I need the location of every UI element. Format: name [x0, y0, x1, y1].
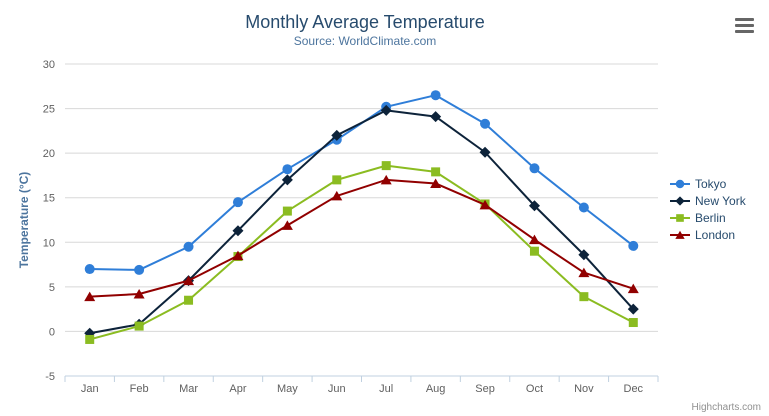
london-point[interactable]	[627, 283, 639, 294]
chart-title: Monthly Average Temperature	[245, 12, 485, 32]
tokyo-point[interactable]	[134, 264, 145, 275]
london-point[interactable]	[232, 250, 244, 261]
tokyo-point[interactable]	[480, 118, 491, 129]
x-axis-label: Jan	[81, 383, 99, 395]
y-axis-label: 15	[43, 193, 55, 205]
y-axis-label: 5	[49, 282, 55, 294]
london-point[interactable]	[479, 199, 491, 210]
london-point[interactable]	[183, 275, 195, 286]
new-york-point[interactable]	[232, 225, 244, 237]
x-axis-label: Oct	[526, 383, 543, 395]
tokyo-point[interactable]	[183, 241, 194, 252]
berlin-point[interactable]	[529, 246, 539, 256]
x-axis-label: Nov	[574, 383, 594, 395]
tokyo-point[interactable]	[529, 163, 540, 174]
berlin-point[interactable]	[628, 318, 638, 328]
y-axis-label: 20	[43, 148, 55, 160]
berlin-point[interactable]	[332, 175, 342, 185]
diamond-icon	[675, 195, 685, 206]
tokyo-point[interactable]	[232, 197, 243, 208]
hamburger-icon	[735, 24, 754, 27]
new-york-legend-symbol	[670, 195, 690, 206]
y-axis-label: 10	[43, 237, 55, 249]
x-axis-label: Aug	[426, 383, 446, 395]
berlin-point[interactable]	[85, 334, 95, 344]
hamburger-icon	[735, 18, 754, 21]
new-york-point[interactable]	[528, 200, 540, 212]
legend: Tokyo New York Berlin London	[670, 175, 746, 243]
new-york-point[interactable]	[627, 303, 639, 315]
new-york-point[interactable]	[479, 146, 491, 158]
hamburger-icon	[735, 30, 754, 33]
square-icon	[676, 213, 684, 222]
x-axis-label: Sep	[475, 383, 495, 395]
x-axis-label: Mar	[179, 383, 198, 395]
legend-label: Tokyo	[695, 176, 727, 191]
london-point[interactable]	[430, 178, 442, 188]
london-point[interactable]	[133, 288, 145, 299]
legend-label: New York	[695, 193, 746, 208]
legend-label: London	[695, 227, 736, 242]
legend-label: Berlin	[695, 210, 726, 225]
new-york-point[interactable]	[281, 174, 293, 186]
tokyo-point[interactable]	[282, 164, 293, 175]
london-point[interactable]	[528, 234, 540, 245]
legend-item-london[interactable]: London	[670, 226, 746, 243]
x-axis-label: May	[277, 383, 298, 395]
x-axis-label: Jul	[379, 383, 393, 395]
x-axis-label: Dec	[624, 383, 644, 395]
london-point[interactable]	[578, 267, 590, 278]
legend-item-berlin[interactable]: Berlin	[670, 209, 746, 226]
london-point[interactable]	[331, 190, 343, 201]
credits-link[interactable]: Highcharts.com	[691, 402, 761, 413]
berlin-point[interactable]	[431, 167, 441, 177]
y-axis-label: 25	[43, 104, 55, 116]
tokyo-point[interactable]	[628, 240, 639, 251]
y-axis-label: 0	[49, 326, 55, 338]
berlin-point[interactable]	[381, 161, 391, 171]
new-york-line	[88, 109, 635, 335]
legend-item-new-york[interactable]: New York	[670, 192, 746, 209]
x-axis-label: Jun	[328, 383, 346, 395]
new-york-point[interactable]	[380, 104, 392, 116]
legend-item-tokyo[interactable]: Tokyo	[670, 175, 746, 192]
london-point[interactable]	[380, 174, 392, 185]
y-axis-label: -5	[45, 371, 55, 383]
tokyo-point[interactable]	[578, 202, 589, 213]
london-point[interactable]	[281, 220, 293, 230]
tokyo-legend-symbol	[670, 179, 690, 188]
berlin-point[interactable]	[282, 206, 292, 216]
export-menu-button[interactable]	[735, 18, 754, 33]
london-line	[88, 178, 635, 298]
tokyo-line	[88, 94, 635, 271]
y-axis-label: 30	[43, 59, 55, 71]
london-legend-symbol	[670, 230, 690, 239]
berlin-point[interactable]	[579, 292, 589, 302]
berlin-legend-symbol	[670, 213, 690, 222]
chart-subtitle: Source: WorldClimate.com	[293, 34, 437, 48]
new-york-point[interactable]	[578, 249, 590, 261]
berlin-line	[88, 164, 635, 341]
x-axis-label: Feb	[130, 383, 149, 395]
new-york-point[interactable]	[331, 129, 343, 141]
x-axis-label: Apr	[229, 383, 246, 395]
circle-icon	[675, 179, 685, 188]
triangle-icon	[675, 230, 685, 239]
tokyo-point[interactable]	[84, 264, 95, 275]
berlin-point[interactable]	[134, 321, 144, 331]
new-york-point[interactable]	[430, 111, 442, 123]
tokyo-point[interactable]	[430, 90, 441, 101]
london-point[interactable]	[84, 291, 96, 302]
berlin-point[interactable]	[184, 295, 194, 305]
